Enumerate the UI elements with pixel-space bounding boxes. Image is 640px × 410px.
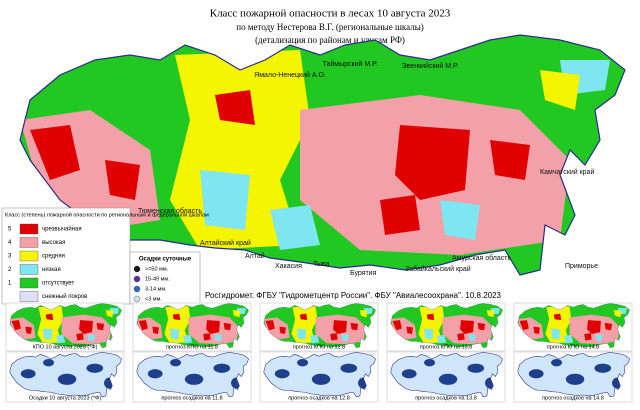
legend-label: отсутствует <box>42 281 74 287</box>
legend-class: 1 <box>8 281 12 287</box>
region-label: Алтайский край <box>200 239 251 247</box>
subtitle: по методу Нестерова В.Г. (региональные ш… <box>236 22 423 32</box>
precip-legend: Осадки суточные >=50 мм. 15-49 мм. 3-14 мм… <box>129 251 201 305</box>
thumbnail-caption: прогноз осадков на 13.8 <box>415 395 477 401</box>
legend-swatch <box>19 291 39 302</box>
thumbnail-caption: прогноз КПО на 11.8 <box>166 344 218 350</box>
legend-swatch <box>19 237 39 248</box>
region-label: Забайкальский край <box>405 265 471 273</box>
legend-swatch <box>19 223 39 235</box>
fire-legend: Класс (степень) пожарной опасности по ре… <box>1 207 209 305</box>
legend-title: Осадки суточные <box>139 257 192 263</box>
legend-title: Класс (степень) пожарной опасности по ре… <box>5 211 209 218</box>
region-label: Ямало-Ненецкий А.О. <box>254 71 326 79</box>
legend-dot <box>133 275 141 283</box>
region-label: Приморье <box>565 263 598 270</box>
legend-label: высокая <box>42 240 65 246</box>
legend-label: чрезвычайная <box>42 226 82 233</box>
legend-rows: 5 чрезвычайная 4 высокая 3 средняя 2 низкая 1 отс… <box>8 223 87 302</box>
region-label: Амурская область <box>452 254 511 262</box>
thumbnail-caption: прогноз КПО на 12.8 <box>293 344 345 350</box>
footer: Росгидромет. ФГБУ "Гидрометцентр России"… <box>205 291 502 300</box>
thumbnails: КПО 10 августа 2023 (*Ф) прогноз КПО на 1… <box>5 297 632 403</box>
region-label: Бурятия <box>350 270 377 277</box>
legend-class: 5 <box>8 227 12 233</box>
thumbnail-caption: прогноз КПО на 14.8 <box>547 344 599 350</box>
legend-label: 3-14 мм. <box>145 286 167 292</box>
thumbnail-caption: прогноз осадков на 14.8 <box>542 395 604 401</box>
legend-rows: >=50 мм. 15-49 мм. 3-14 мм. <3 мм. <box>133 265 170 303</box>
region-label: Хакасия <box>275 263 302 270</box>
region-label: Таймырский М.Р. <box>323 60 378 68</box>
legend-label: <3 мм. <box>145 296 162 302</box>
region-labels: Таймырский М.Р. Эвенкийский М.Р. Ямало-Н… <box>138 60 598 277</box>
legend-class: 2 <box>8 267 12 273</box>
legend-label: низкая <box>42 267 61 273</box>
legend-swatch <box>19 264 39 275</box>
legend-dot <box>133 285 141 293</box>
region-label: Эвенкийский М.Р. <box>402 62 459 70</box>
legend-label: 15-49 мм. <box>145 276 170 282</box>
legend-swatch <box>19 250 39 262</box>
thumbnail-caption: прогноз КПО на 13.8 <box>420 344 472 350</box>
legend-dot <box>133 295 141 303</box>
region-label: Тыва <box>313 261 330 268</box>
thumbnail-caption: Осадки 10 августа 2023 (*Ф) <box>29 395 101 401</box>
title: Класс пожарной опасности в лесах 10 авгу… <box>210 8 451 20</box>
region-label: Алтай <box>245 252 265 260</box>
thumbnail-caption: прогноз осадков на 11.8 <box>161 395 222 401</box>
legend-swatch <box>19 277 39 289</box>
legend-class: 3 <box>8 254 12 260</box>
legend-class: 4 <box>8 240 12 246</box>
thumbnail-caption: прогноз осадков на 12.8 <box>288 395 350 401</box>
subtitle-detail: (детализация по районам и улусам РФ) <box>255 35 405 45</box>
region-label: Камчатский край <box>540 168 594 176</box>
legend-box <box>129 251 201 305</box>
thumbnail-caption: КПО 10 августа 2023 (*Ф) <box>33 344 98 350</box>
legend-dot <box>133 265 141 273</box>
legend-label: средняя <box>42 254 65 260</box>
region-label: Тюменская область <box>138 207 202 215</box>
legend-label: >=50 мм. <box>145 266 169 272</box>
legend-label: снежный покров <box>42 293 87 300</box>
